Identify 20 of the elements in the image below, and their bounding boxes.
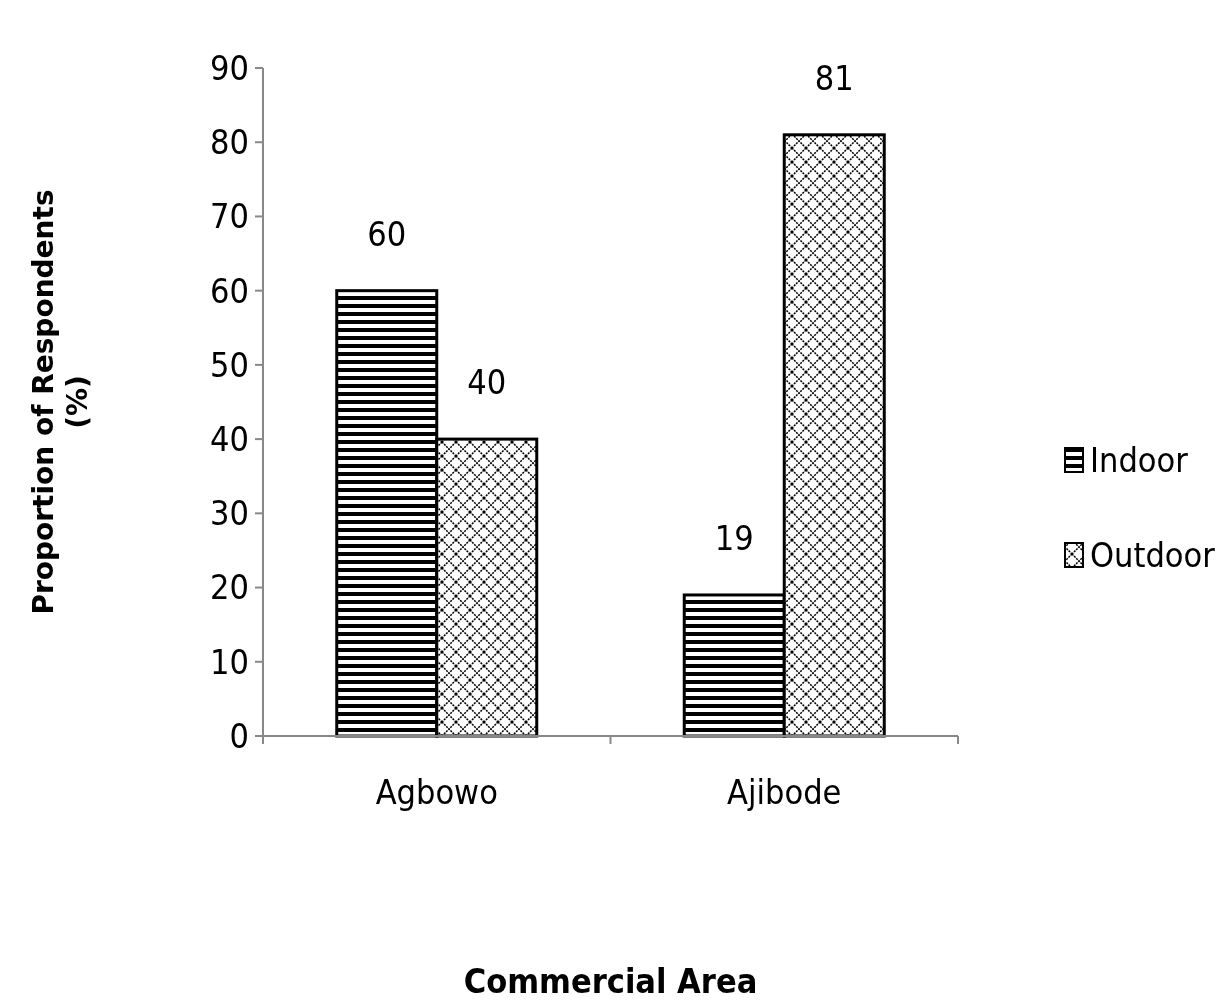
y-tick-label: 20 (210, 567, 249, 608)
legend-label: Outdoor (1090, 534, 1216, 575)
data-label: 60 (367, 213, 407, 254)
y-tick-label: 60 (210, 270, 249, 311)
data-label: 81 (814, 57, 854, 98)
y-tick-label: 40 (210, 419, 249, 460)
x-tick-label: Ajibode (727, 772, 842, 812)
y-tick-label: 30 (210, 493, 249, 534)
y-tick-label: 50 (210, 344, 249, 385)
y-tick-label: 90 (210, 47, 249, 88)
y-tick-label: 10 (210, 641, 249, 682)
y-axis-title: Proportion of Respondents (%) (27, 189, 94, 615)
x-tick-label: Agbowo (375, 772, 498, 812)
y-tick-label: 0 (229, 715, 249, 756)
data-label: 19 (714, 517, 754, 558)
y-tick-label: 70 (210, 196, 249, 237)
legend-label: Indoor (1090, 439, 1189, 480)
data-label: 40 (467, 362, 507, 403)
y-tick-label: 80 (210, 122, 249, 163)
x-axis-title: Commercial Area (463, 961, 758, 1000)
